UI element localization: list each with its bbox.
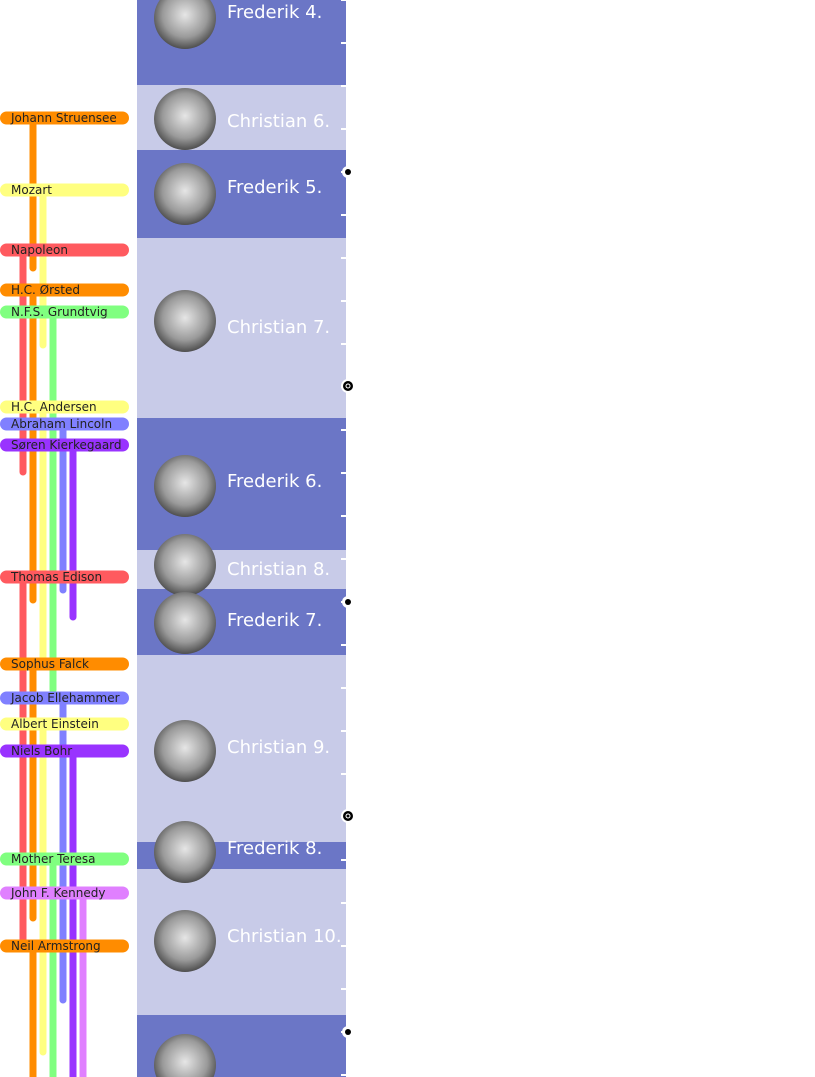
monarch-name: Frederik 7. bbox=[227, 610, 322, 631]
portrait bbox=[154, 821, 216, 883]
person-name: Neil Armstrong bbox=[11, 939, 101, 953]
person-pill[interactable] bbox=[0, 717, 129, 731]
person-name: Mother Teresa bbox=[11, 852, 95, 866]
marker-dot bbox=[346, 384, 350, 388]
person-pill[interactable] bbox=[0, 183, 129, 197]
person-pill[interactable] bbox=[0, 691, 129, 705]
person-pill[interactable] bbox=[0, 283, 129, 297]
portrait bbox=[154, 455, 216, 517]
monarch-name: Christian 6. bbox=[227, 111, 330, 132]
person-pill[interactable] bbox=[0, 570, 129, 584]
time-ticks bbox=[341, 0, 355, 1076]
person-pill[interactable] bbox=[0, 939, 129, 953]
marker-dot bbox=[345, 169, 351, 175]
portrait bbox=[154, 534, 216, 596]
person-name: Mozart bbox=[11, 183, 52, 197]
person-name: Sophus Falck bbox=[11, 657, 89, 671]
monarch-name: Frederik 5. bbox=[227, 177, 322, 198]
monarch-name: Christian 8. bbox=[227, 559, 330, 580]
monarch-name: Frederik 6. bbox=[227, 471, 322, 492]
portrait bbox=[154, 720, 216, 782]
monarch-name: Frederik 8. bbox=[227, 838, 322, 859]
person-name: Albert Einstein bbox=[11, 717, 99, 731]
person-name: Niels Bohr bbox=[11, 744, 72, 758]
person-name: Søren Kierkegaard bbox=[11, 438, 122, 452]
person-name: H.C. Ørsted bbox=[11, 283, 80, 297]
portrait bbox=[154, 0, 216, 49]
portrait bbox=[154, 910, 216, 972]
person-pill[interactable] bbox=[0, 400, 129, 414]
portrait bbox=[154, 290, 216, 352]
monarchs: Frederik 4. Christian 6. Frederik 5. Christ… bbox=[137, 0, 346, 1077]
marker-dot bbox=[346, 814, 350, 818]
person-pill[interactable] bbox=[0, 744, 129, 758]
person-name: H.C. Andersen bbox=[11, 400, 97, 414]
monarch-name: Christian 9. bbox=[227, 737, 330, 758]
person-pill[interactable] bbox=[0, 657, 129, 671]
person-name: N.F.S. Grundtvig bbox=[11, 305, 108, 319]
lifespans bbox=[19, 114, 87, 1077]
portrait bbox=[154, 163, 216, 225]
portrait bbox=[154, 592, 216, 654]
portrait bbox=[154, 1034, 216, 1077]
person-pill[interactable] bbox=[0, 243, 129, 257]
person-pill[interactable] bbox=[0, 438, 129, 452]
person-pill[interactable] bbox=[0, 111, 129, 125]
person-pill[interactable] bbox=[0, 417, 129, 431]
person-name: Jacob Ellehammer bbox=[10, 691, 120, 705]
person-name: Abraham Lincoln bbox=[11, 417, 112, 431]
person-pill[interactable] bbox=[0, 852, 129, 866]
person-pill[interactable] bbox=[0, 886, 129, 900]
people-labels: Johann Struensee Mozart Napoleon H.C. Ørste… bbox=[0, 111, 129, 953]
marker-dot bbox=[345, 1029, 351, 1035]
monarch-name: Frederik 4. bbox=[227, 2, 322, 23]
person-name: John F. Kennedy bbox=[10, 886, 105, 900]
person-name: Thomas Edison bbox=[10, 570, 102, 584]
person-name: Johann Struensee bbox=[10, 111, 117, 125]
monarch-name: Christian 7. bbox=[227, 317, 330, 338]
person-name: Napoleon bbox=[11, 243, 68, 257]
person-pill[interactable] bbox=[0, 305, 129, 319]
marker-dot bbox=[345, 599, 351, 605]
monarch-name: Christian 10. bbox=[227, 926, 342, 947]
portrait bbox=[154, 88, 216, 150]
